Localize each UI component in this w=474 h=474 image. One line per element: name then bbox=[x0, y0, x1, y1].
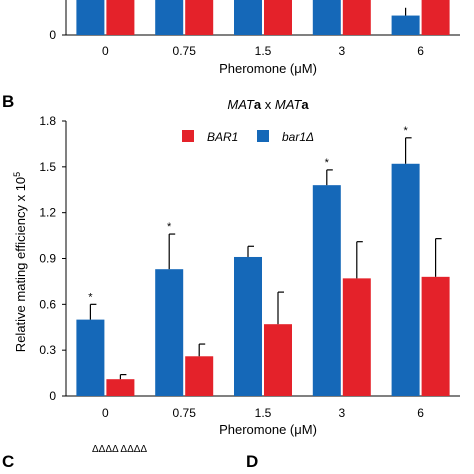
top-bar bbox=[264, 0, 292, 35]
bar-bar1-6 bbox=[421, 276, 450, 396]
legend: BAR1 bar1Δ bbox=[182, 130, 314, 144]
bar-bar1-delta-3 bbox=[312, 185, 341, 396]
top-bar bbox=[106, 0, 135, 35]
significance-star: * bbox=[167, 221, 172, 233]
bar-bar1-delta-0 bbox=[76, 319, 105, 396]
y-tick-label: 1.8 bbox=[39, 114, 56, 128]
chart-title: MATa x MATa bbox=[227, 97, 309, 112]
y-axis-label-text: Relative mating efficiency x 10 bbox=[13, 177, 28, 352]
y-tick-label: 1.2 bbox=[39, 206, 56, 220]
title-part-4: MAT bbox=[275, 97, 303, 112]
panel-letter-d: D bbox=[246, 452, 258, 471]
y-tick-label: 0 bbox=[49, 389, 56, 403]
significance-star: * bbox=[325, 157, 330, 169]
top-x-tick-label: 0.75 bbox=[173, 44, 197, 58]
top-x-tick-label: 6 bbox=[417, 44, 424, 58]
bar-bar1-delta-6 bbox=[391, 163, 420, 396]
bar-bar1-delta-0.75 bbox=[155, 269, 184, 396]
title-part-2: a bbox=[254, 97, 262, 112]
top-bar bbox=[391, 15, 420, 35]
top-bar bbox=[421, 0, 450, 35]
top-x-tick-labels: 0 0.75 1.5 3 6 bbox=[102, 44, 424, 58]
legend-label-bar1: BAR1 bbox=[207, 130, 238, 144]
y-axis-label-exponent: 5 bbox=[12, 172, 22, 177]
top-bar bbox=[155, 0, 184, 35]
x-tick-label: 1.5 bbox=[255, 406, 272, 420]
y-tick-label: 0.6 bbox=[39, 297, 56, 311]
panel-c-partial-text: ΔΔΔΔ ΔΔΔΔ bbox=[92, 444, 147, 455]
top-bar bbox=[342, 0, 371, 35]
top-bar bbox=[76, 0, 105, 35]
top-y-tick-label-0: 0 bbox=[49, 28, 56, 42]
x-tick-label: 6 bbox=[417, 406, 424, 420]
legend-label-bar1-delta: bar1Δ bbox=[282, 130, 314, 144]
top-x-tick-label: 3 bbox=[338, 44, 345, 58]
y-tick-label: 0.9 bbox=[39, 252, 56, 266]
x-tick-label: 0 bbox=[102, 406, 109, 420]
y-axis-label: Relative mating efficiency x 105 bbox=[12, 172, 28, 352]
x-tick-labels: 0 0.75 1.5 3 6 bbox=[102, 406, 424, 420]
top-bar bbox=[312, 0, 341, 35]
legend-swatch-bar1-delta bbox=[257, 130, 269, 142]
top-bar bbox=[185, 0, 214, 35]
panel-letter-b: B bbox=[2, 92, 14, 111]
top-x-tick-label: 0 bbox=[102, 44, 109, 58]
x-axis-label: Pheromone (μM) bbox=[219, 422, 317, 437]
y-tick-label: 1.5 bbox=[39, 160, 56, 174]
significance-star: * bbox=[88, 291, 93, 303]
legend-swatch-bar1 bbox=[182, 130, 194, 142]
title-part-1: MAT bbox=[227, 97, 255, 112]
bar-bar1-3 bbox=[342, 278, 371, 396]
significance-star: * bbox=[403, 125, 408, 137]
bar-bar1-0 bbox=[106, 379, 135, 396]
bars-group: * * * * bbox=[76, 125, 450, 396]
title-part-5: a bbox=[301, 97, 309, 112]
panel-letter-c: C bbox=[2, 452, 14, 471]
top-bars-group bbox=[76, 0, 450, 35]
title-part-3: x bbox=[261, 97, 275, 112]
y-axis: 0 0.3 0.6 0.9 1.2 1.5 1.8 bbox=[39, 114, 67, 403]
bar-bar1-delta-1.5 bbox=[234, 256, 262, 396]
top-x-axis-label: Pheromone (μM) bbox=[219, 61, 317, 76]
bar-bar1-1.5 bbox=[264, 324, 292, 396]
top-bar bbox=[234, 0, 262, 35]
bar-bar1-0.75 bbox=[185, 356, 214, 396]
top-panel-chart: 0 0 0.75 1.5 3 6 Pheromone (μM) bbox=[49, 0, 460, 76]
x-tick-label: 0.75 bbox=[173, 406, 197, 420]
top-x-tick-label: 1.5 bbox=[255, 44, 272, 58]
y-tick-label: 0.3 bbox=[39, 343, 56, 357]
x-tick-label: 3 bbox=[338, 406, 345, 420]
